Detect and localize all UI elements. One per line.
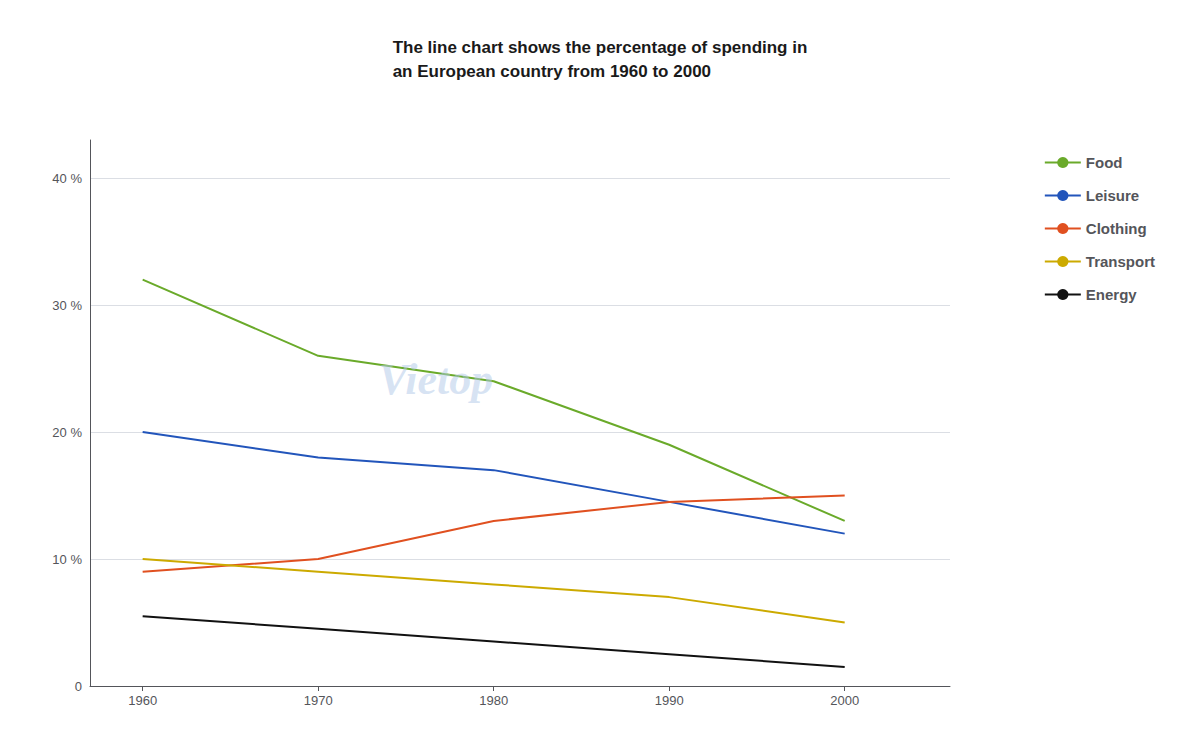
svg-text:10 %: 10 %: [52, 552, 82, 567]
svg-text:Leisure: Leisure: [1086, 187, 1139, 204]
svg-text:Energy: Energy: [1086, 286, 1138, 303]
svg-text:20 %: 20 %: [52, 425, 82, 440]
svg-text:1970: 1970: [304, 693, 333, 708]
svg-text:The line chart shows the perce: The line chart shows the percentage of s…: [393, 38, 808, 57]
svg-text:Vietop: Vietop: [378, 355, 493, 404]
svg-text:1980: 1980: [479, 693, 508, 708]
svg-text:40 %: 40 %: [52, 171, 82, 186]
svg-text:2000: 2000: [830, 693, 859, 708]
svg-text:1990: 1990: [655, 693, 684, 708]
svg-text:0: 0: [75, 679, 82, 694]
svg-text:Clothing: Clothing: [1086, 220, 1147, 237]
svg-text:an European country from 1960: an European country from 1960 to 2000: [393, 62, 711, 81]
svg-text:30 %: 30 %: [52, 298, 82, 313]
svg-text:Food: Food: [1086, 154, 1123, 171]
svg-text:Transport: Transport: [1086, 253, 1155, 270]
svg-text:1960: 1960: [128, 693, 157, 708]
